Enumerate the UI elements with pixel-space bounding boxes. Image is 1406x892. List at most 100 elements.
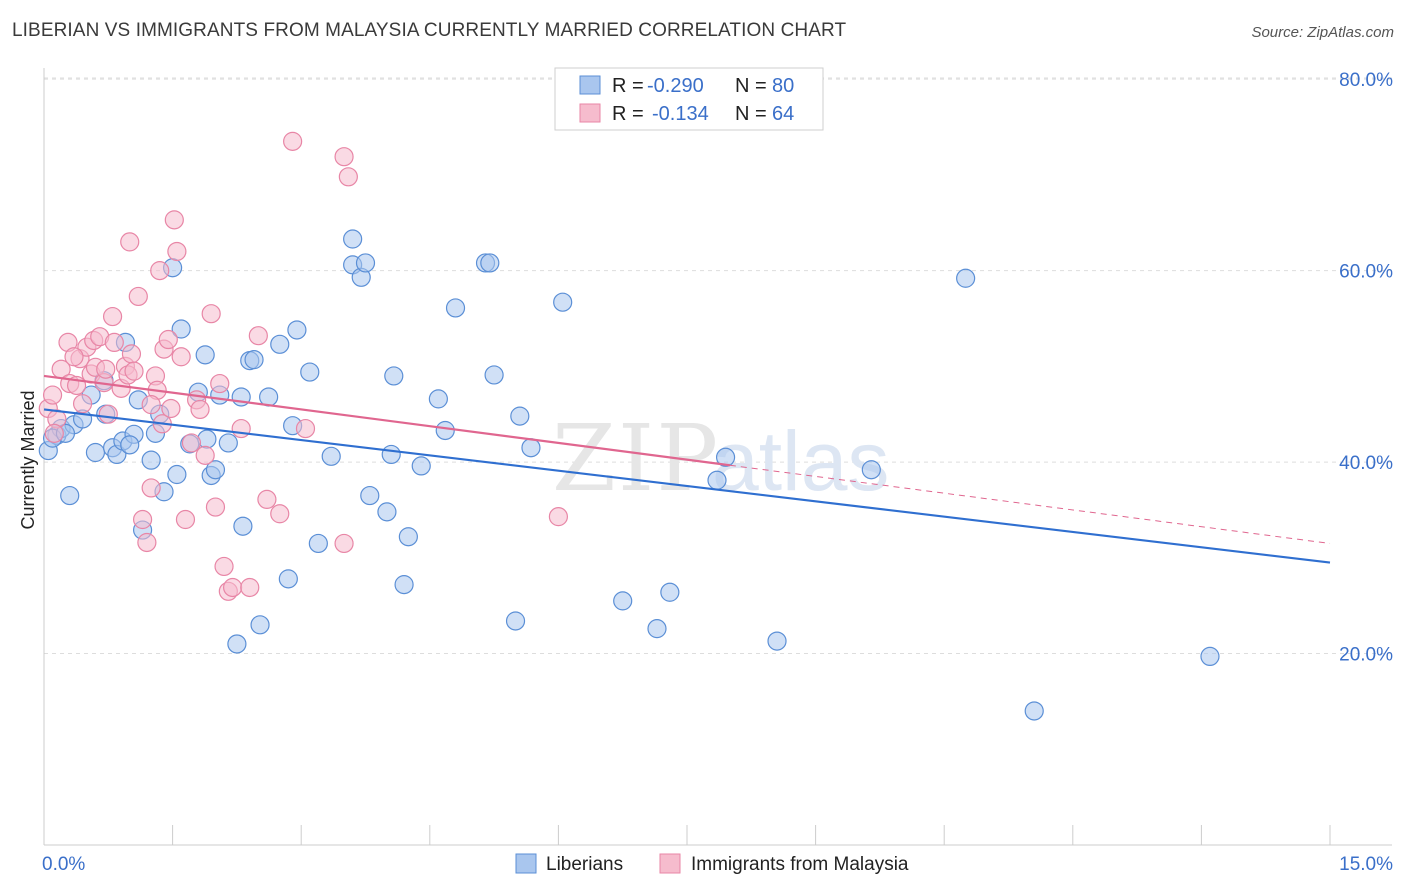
legend-swatch-pink bbox=[579, 103, 601, 123]
point-pink-15 bbox=[96, 359, 116, 379]
point-blue-44 bbox=[308, 533, 328, 554]
point-pink-51 bbox=[240, 577, 260, 598]
point-blue-64 bbox=[510, 406, 530, 426]
point-pink-49 bbox=[223, 577, 243, 598]
point-blue-43 bbox=[300, 362, 320, 382]
point-pink-36 bbox=[164, 210, 184, 230]
x-tick-label-end: 15.0% bbox=[1339, 854, 1393, 875]
point-pink-50 bbox=[231, 418, 251, 439]
legend-n-value-2: 64 bbox=[772, 103, 794, 125]
point-blue-31 bbox=[218, 433, 238, 453]
watermark-atlas: atlas bbox=[712, 414, 889, 508]
point-pink-8 bbox=[72, 394, 93, 414]
point-pink-60 bbox=[548, 507, 569, 527]
point-pink-61 bbox=[44, 423, 64, 443]
point-blue-22 bbox=[167, 464, 187, 485]
trend-line-pink-dashed bbox=[729, 464, 1331, 544]
legend-r-label-2: R = bbox=[612, 103, 644, 125]
point-pink-35 bbox=[161, 398, 181, 419]
point-blue-73 bbox=[861, 460, 881, 480]
series-legend-swatch-liberians bbox=[515, 853, 537, 874]
point-blue-52 bbox=[381, 444, 401, 465]
legend-n-value-1: 80 bbox=[772, 75, 794, 97]
point-pink-53 bbox=[257, 489, 277, 510]
tick-labels: 20.0% 40.0% 60.0% 80.0% 0.0% 15.0% bbox=[42, 70, 1393, 875]
source-label: Source: ZipAtlas.com bbox=[1251, 24, 1394, 41]
point-blue-49 bbox=[355, 253, 376, 273]
point-pink-22 bbox=[120, 232, 140, 252]
point-blue-79 bbox=[120, 435, 140, 455]
point-blue-40 bbox=[278, 569, 298, 589]
legend-r-label-1: R = bbox=[612, 75, 644, 97]
point-pink-63 bbox=[141, 395, 161, 415]
point-pink-59 bbox=[338, 167, 358, 187]
point-pink-28 bbox=[141, 478, 161, 498]
point-pink-17 bbox=[102, 306, 123, 327]
point-pink-37 bbox=[167, 241, 187, 262]
point-blue-37 bbox=[250, 615, 270, 635]
point-blue-45 bbox=[321, 446, 341, 466]
point-blue-53 bbox=[384, 366, 404, 386]
series-legend: Liberians Immigrants from Malaysia bbox=[515, 853, 909, 875]
point-pink-23 bbox=[121, 344, 142, 364]
point-blue-76 bbox=[1200, 646, 1220, 667]
point-pink-44 bbox=[201, 304, 221, 324]
point-blue-47 bbox=[343, 229, 363, 249]
point-pink-52 bbox=[248, 326, 268, 346]
point-pink-25 bbox=[128, 286, 148, 307]
point-blue-68 bbox=[647, 619, 667, 639]
point-blue-63 bbox=[505, 611, 526, 631]
point-blue-26 bbox=[195, 345, 215, 365]
point-pink-16 bbox=[98, 404, 118, 424]
point-blue-54 bbox=[394, 575, 414, 595]
legend-n-label-2: N = bbox=[735, 103, 767, 125]
point-blue-29 bbox=[205, 460, 226, 480]
point-blue-56 bbox=[411, 456, 431, 476]
series-legend-malaysia: Immigrants from Malaysia bbox=[691, 854, 909, 875]
point-blue-17 bbox=[141, 450, 161, 470]
point-pink-62 bbox=[64, 347, 84, 367]
point-blue-55 bbox=[398, 527, 418, 547]
point-pink-43 bbox=[195, 445, 215, 465]
point-pink-45 bbox=[205, 497, 226, 517]
point-pink-1 bbox=[42, 385, 63, 405]
point-blue-62 bbox=[484, 365, 504, 385]
point-blue-34 bbox=[233, 516, 253, 536]
series-legend-swatch-malaysia bbox=[659, 853, 681, 874]
watermark-zip: ZIP bbox=[552, 405, 720, 512]
point-pink-57 bbox=[334, 533, 354, 554]
trend-line-pink bbox=[43, 374, 731, 467]
point-pink-46 bbox=[210, 373, 230, 394]
point-blue-39 bbox=[270, 334, 290, 354]
y-axis-label: Currently Married bbox=[18, 390, 38, 529]
point-pink-38 bbox=[171, 347, 191, 367]
series-legend-liberians: Liberians bbox=[546, 854, 623, 875]
point-pink-34 bbox=[158, 329, 178, 350]
point-blue-32 bbox=[227, 634, 247, 654]
point-blue-57 bbox=[428, 389, 448, 409]
point-blue-65 bbox=[521, 438, 541, 458]
point-blue-72 bbox=[767, 631, 787, 651]
point-blue-66 bbox=[553, 292, 573, 312]
point-pink-47 bbox=[214, 556, 234, 577]
legend-r-value-1: -0.290 bbox=[647, 75, 704, 97]
point-pink-55 bbox=[283, 131, 303, 151]
point-pink-42 bbox=[190, 399, 210, 420]
point-pink-26 bbox=[132, 509, 153, 530]
y-tick-label-2: 60.0% bbox=[1339, 262, 1393, 283]
point-pink-18 bbox=[104, 332, 124, 353]
legend-n-label-1: N = bbox=[735, 75, 767, 97]
point-blue-50 bbox=[360, 485, 380, 506]
legend-r-value-2: -0.134 bbox=[652, 103, 709, 125]
legend-swatch-blue bbox=[579, 75, 601, 95]
point-blue-3 bbox=[60, 485, 80, 506]
point-blue-51 bbox=[377, 502, 397, 522]
trend-line-blue bbox=[43, 408, 1331, 564]
point-pink-31 bbox=[150, 261, 170, 281]
point-blue-42 bbox=[287, 320, 307, 340]
point-pink-54 bbox=[270, 504, 290, 524]
point-blue-71 bbox=[715, 447, 736, 467]
point-blue-58 bbox=[435, 420, 455, 441]
point-pink-39 bbox=[175, 509, 196, 530]
